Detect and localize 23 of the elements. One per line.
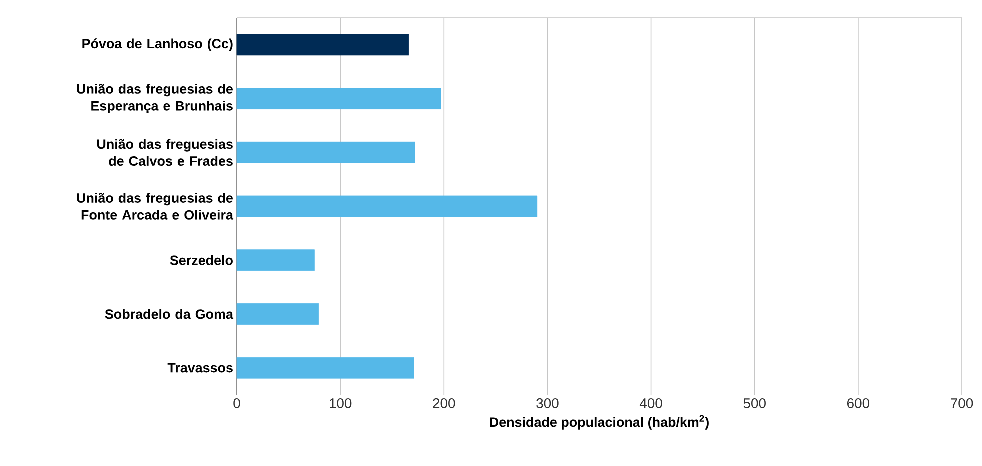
x-tick-label: 0 xyxy=(234,398,240,408)
bar xyxy=(236,357,414,379)
x-tick-label: 500 xyxy=(744,398,766,408)
bar xyxy=(236,88,442,110)
y-tick-label: Serzedelo xyxy=(170,255,233,266)
y-tick-label: Sobradelo da Goma xyxy=(105,309,234,320)
bar xyxy=(236,304,320,325)
y-tick-label: União das freguesias de Fonte Arcada e Oliveira xyxy=(77,193,234,220)
x-tick-label: 200 xyxy=(433,398,456,408)
x-tick-label: 700 xyxy=(951,398,974,408)
y-tick-label: Travassos xyxy=(168,363,233,373)
bar xyxy=(236,250,315,272)
bar xyxy=(236,142,416,164)
x-tick-label: 400 xyxy=(640,398,662,408)
x-tick-label: 600 xyxy=(848,398,870,408)
y-tick-label: União das freguesias de Calvos e Frades xyxy=(98,139,233,166)
x-tick-label: 300 xyxy=(536,398,559,408)
y-tick-label: União das freguesias de Esperança e Brunhais xyxy=(77,84,233,114)
x-tick-label: 100 xyxy=(330,398,352,408)
bar xyxy=(236,196,538,218)
x-axis-title: Densidade populacional (hab/km$^{2}$) xyxy=(490,415,709,430)
y-tick-label: Póvoa de Lanhoso (Cc) xyxy=(82,38,233,52)
bar xyxy=(236,34,410,56)
